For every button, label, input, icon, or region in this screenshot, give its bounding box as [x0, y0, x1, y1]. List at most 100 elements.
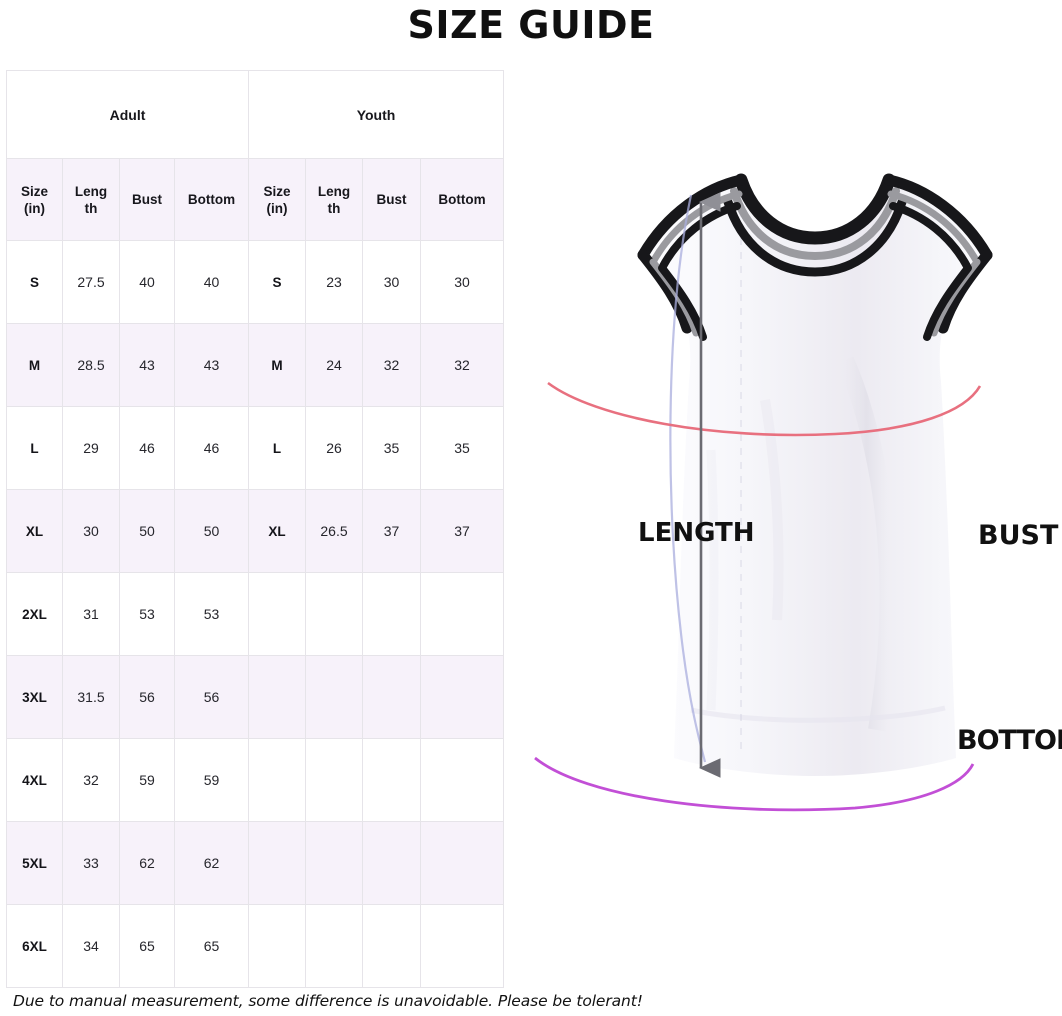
table-cell-value: 53: [173, 572, 250, 656]
table-cell-size: M: [6, 323, 63, 407]
table-cell-value: 37: [420, 489, 505, 573]
table-cell-value: 32: [62, 738, 120, 822]
table-cell-size: M: [248, 323, 307, 407]
size-guide-table: Adult Youth Size (in) Leng th Bust Botto…: [5, 70, 505, 988]
table-cell-size: [248, 904, 307, 988]
page-title: SIZE GUIDE: [407, 3, 655, 47]
table-cell-value: 31.5: [62, 655, 120, 739]
bottom-measure-line: [534, 756, 975, 812]
table-cell-value: 30: [420, 240, 505, 324]
table-cell-value: [362, 572, 422, 656]
table-cell-size: XL: [248, 489, 307, 573]
fabric-fold-right: [836, 356, 898, 732]
table-cell-value: [362, 738, 422, 822]
table-cell-value: [305, 655, 364, 739]
table-cell-value: 32: [420, 323, 505, 407]
garment-measurement-diagram: BUST LENGTH BOTTOM: [515, 150, 1062, 830]
table-cell-value: 31: [62, 572, 120, 656]
table-cell-value: 34: [62, 904, 120, 988]
table-row: 3XL 31.5 56 56: [6, 655, 505, 739]
table-cell-size: [248, 821, 307, 905]
table-cell-size: L: [248, 406, 307, 490]
table-row: M 28.5 43 43 M 24 32 32: [6, 323, 505, 407]
table-cell-size: [248, 738, 307, 822]
table-cell-size: [248, 655, 307, 739]
table-cell-value: 26: [305, 406, 364, 490]
table-cell-value: [362, 821, 422, 905]
column-header-line-1: Size: [20, 183, 48, 199]
length-label: LENGTH: [638, 518, 755, 548]
table-cell-value: 24: [305, 323, 364, 407]
table-cell-size: 3XL: [6, 655, 63, 739]
table-cell-size: L: [6, 406, 63, 490]
column-header-adult-bottom: Bottom: [173, 158, 250, 241]
table-row: S 27.5 40 40 S 23 30 30: [6, 240, 505, 324]
table-cell-value: 40: [173, 240, 250, 324]
table-cell-size: 5XL: [6, 821, 63, 905]
table-cell-value: 40: [119, 240, 175, 324]
size-guide-table-container: Adult Youth Size (in) Leng th Bust Botto…: [5, 70, 505, 988]
table-cell-value: 59: [173, 738, 250, 822]
table-cell-value: 30: [62, 489, 120, 573]
table-cell-value: [305, 821, 364, 905]
column-header-adult-length: Leng th: [62, 158, 120, 241]
table-cell-value: [305, 572, 364, 656]
table-cell-value: 50: [173, 489, 250, 573]
table-cell-value: 62: [119, 821, 175, 905]
measurement-disclaimer: Due to manual measurement, some differen…: [13, 992, 643, 1010]
table-cell-value: 29: [62, 406, 120, 490]
fabric-fold-left: [706, 449, 719, 711]
column-header-line-1: Leng: [74, 183, 108, 199]
table-cell-value: 56: [119, 655, 175, 739]
table-cell-value: 27.5: [62, 240, 120, 324]
table-cell-value: [420, 572, 505, 656]
table-cell-value: 23: [305, 240, 364, 324]
table-cell-value: 50: [119, 489, 175, 573]
column-header-line-2: (in): [266, 200, 288, 216]
table-cell-size: S: [6, 240, 63, 324]
table-cell-value: [362, 904, 422, 988]
column-header-line-2: th: [327, 200, 341, 216]
table-cell-value: 65: [173, 904, 250, 988]
table-cell-size: XL: [6, 489, 63, 573]
table-cell-value: 62: [173, 821, 250, 905]
table-cell-value: [420, 904, 505, 988]
table-cell-value: 33: [62, 821, 120, 905]
column-header-youth-length: Leng th: [305, 158, 364, 241]
table-cell-value: 26.5: [305, 489, 364, 573]
table-row: 5XL 33 62 62: [6, 821, 505, 905]
column-header-youth-bottom: Bottom: [420, 158, 505, 241]
table-cell-value: 43: [119, 323, 175, 407]
table-row: 2XL 31 53 53: [6, 572, 505, 656]
table-cell-value: [420, 821, 505, 905]
armhole-trim-left: [637, 174, 747, 341]
table-cell-value: [305, 738, 364, 822]
table-group-header-row: Adult Youth: [5, 70, 505, 159]
table-cell-size: 6XL: [6, 904, 63, 988]
neckline-trim: [723, 173, 907, 277]
table-cell-value: [305, 904, 364, 988]
group-header-youth: Youth: [248, 70, 505, 159]
armhole-trim-right: [883, 174, 993, 341]
column-header-line-2: th: [84, 200, 98, 216]
table-cell-value: 46: [119, 406, 175, 490]
bottom-label: BOTTOM: [957, 725, 1062, 756]
jersey-fabric: [643, 180, 987, 776]
column-header-line-1: Size: [263, 183, 291, 199]
bust-measure-line: [547, 381, 982, 437]
table-cell-value: 28.5: [62, 323, 120, 407]
fabric-fold-center: [760, 399, 784, 621]
table-body: S 27.5 40 40 S 23 30 30 M 28.5 43 43 M 24 32 32 L 29 46 46 L…: [6, 240, 505, 988]
side-guide-curve: [669, 194, 707, 763]
column-header-adult-bust: Bust: [119, 158, 175, 241]
jersey-illustration: [534, 173, 993, 812]
table-column-header-row: Size (in) Leng th Bust Bottom Size (in) …: [6, 158, 505, 241]
table-row: 6XL 34 65 65: [6, 904, 505, 988]
table-cell-value: 56: [173, 655, 250, 739]
table-cell-value: 46: [173, 406, 250, 490]
column-header-adult-size: Size (in): [6, 158, 63, 241]
table-cell-value: 59: [119, 738, 175, 822]
table-cell-size: [248, 572, 307, 656]
table-row: L 29 46 46 L 26 35 35: [6, 406, 505, 490]
table-cell-value: [420, 738, 505, 822]
